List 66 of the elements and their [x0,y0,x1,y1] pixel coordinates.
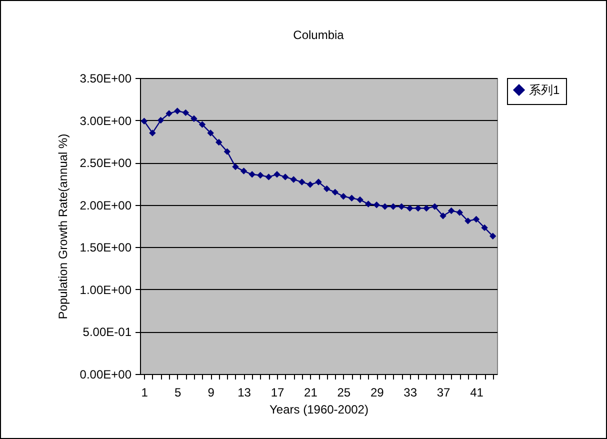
point [306,181,314,188]
point [364,200,372,208]
point [224,148,231,155]
point [382,203,388,210]
x-tick-label: 37 [436,386,451,400]
x-tick-label: 25 [337,386,351,400]
point [448,207,455,214]
point [481,224,488,232]
y-tick-label: 2.00E+00 [80,198,132,212]
y-tick-label: 1.00E+00 [80,282,132,297]
point [190,115,198,122]
point [323,185,330,192]
point [348,194,356,202]
legend-label: 系列1 [529,83,560,97]
x-tick-label: 5 [174,386,182,400]
x-tick-label: 13 [238,386,252,400]
point [456,209,463,216]
chart-title: Columbia [293,28,344,42]
point [140,118,148,124]
point [398,203,405,210]
point [207,130,214,136]
point [315,178,322,186]
point [356,196,364,204]
y-tick-label: 3.50E+00 [80,72,132,86]
x-tick-label: 21 [304,386,318,400]
point [414,204,422,212]
point [248,171,256,178]
x-axis-title: Years (1960-2002) [270,402,368,416]
y-tick-label: 5.00E-01 [82,325,132,340]
y-tick-label: 1.50E+00 [80,240,132,255]
x-tick-label: 41 [470,386,484,400]
point [274,171,280,178]
point [265,174,272,180]
point [406,204,414,212]
point [440,212,446,220]
x-tick-label: 29 [370,386,384,400]
x-tick-label: 17 [270,386,284,400]
point [166,110,172,117]
point [472,216,480,223]
point [240,168,248,174]
point [216,138,222,146]
point [198,121,206,128]
point [332,188,338,196]
point [390,203,397,210]
point [464,218,472,224]
point [257,172,264,179]
y-tick-label: 3.00E+00 [80,114,132,128]
point [232,163,239,170]
point [340,193,347,200]
point [373,202,380,208]
point [157,116,164,124]
y-axis-title: Population Growth Rate(annual %) [56,134,70,320]
point [182,109,190,116]
x-tick-label: 1 [141,386,148,400]
x-tick-label: 33 [404,386,418,400]
y-tick-label: 0.00E+00 [80,368,132,382]
x-tick-label: 9 [208,386,215,400]
point [489,232,496,240]
point [282,174,289,180]
point [149,130,156,136]
point [174,108,181,114]
point [290,176,297,183]
point [423,204,430,212]
point [431,203,438,210]
y-tick-label: 2.50E+00 [80,156,132,170]
point [298,178,306,186]
